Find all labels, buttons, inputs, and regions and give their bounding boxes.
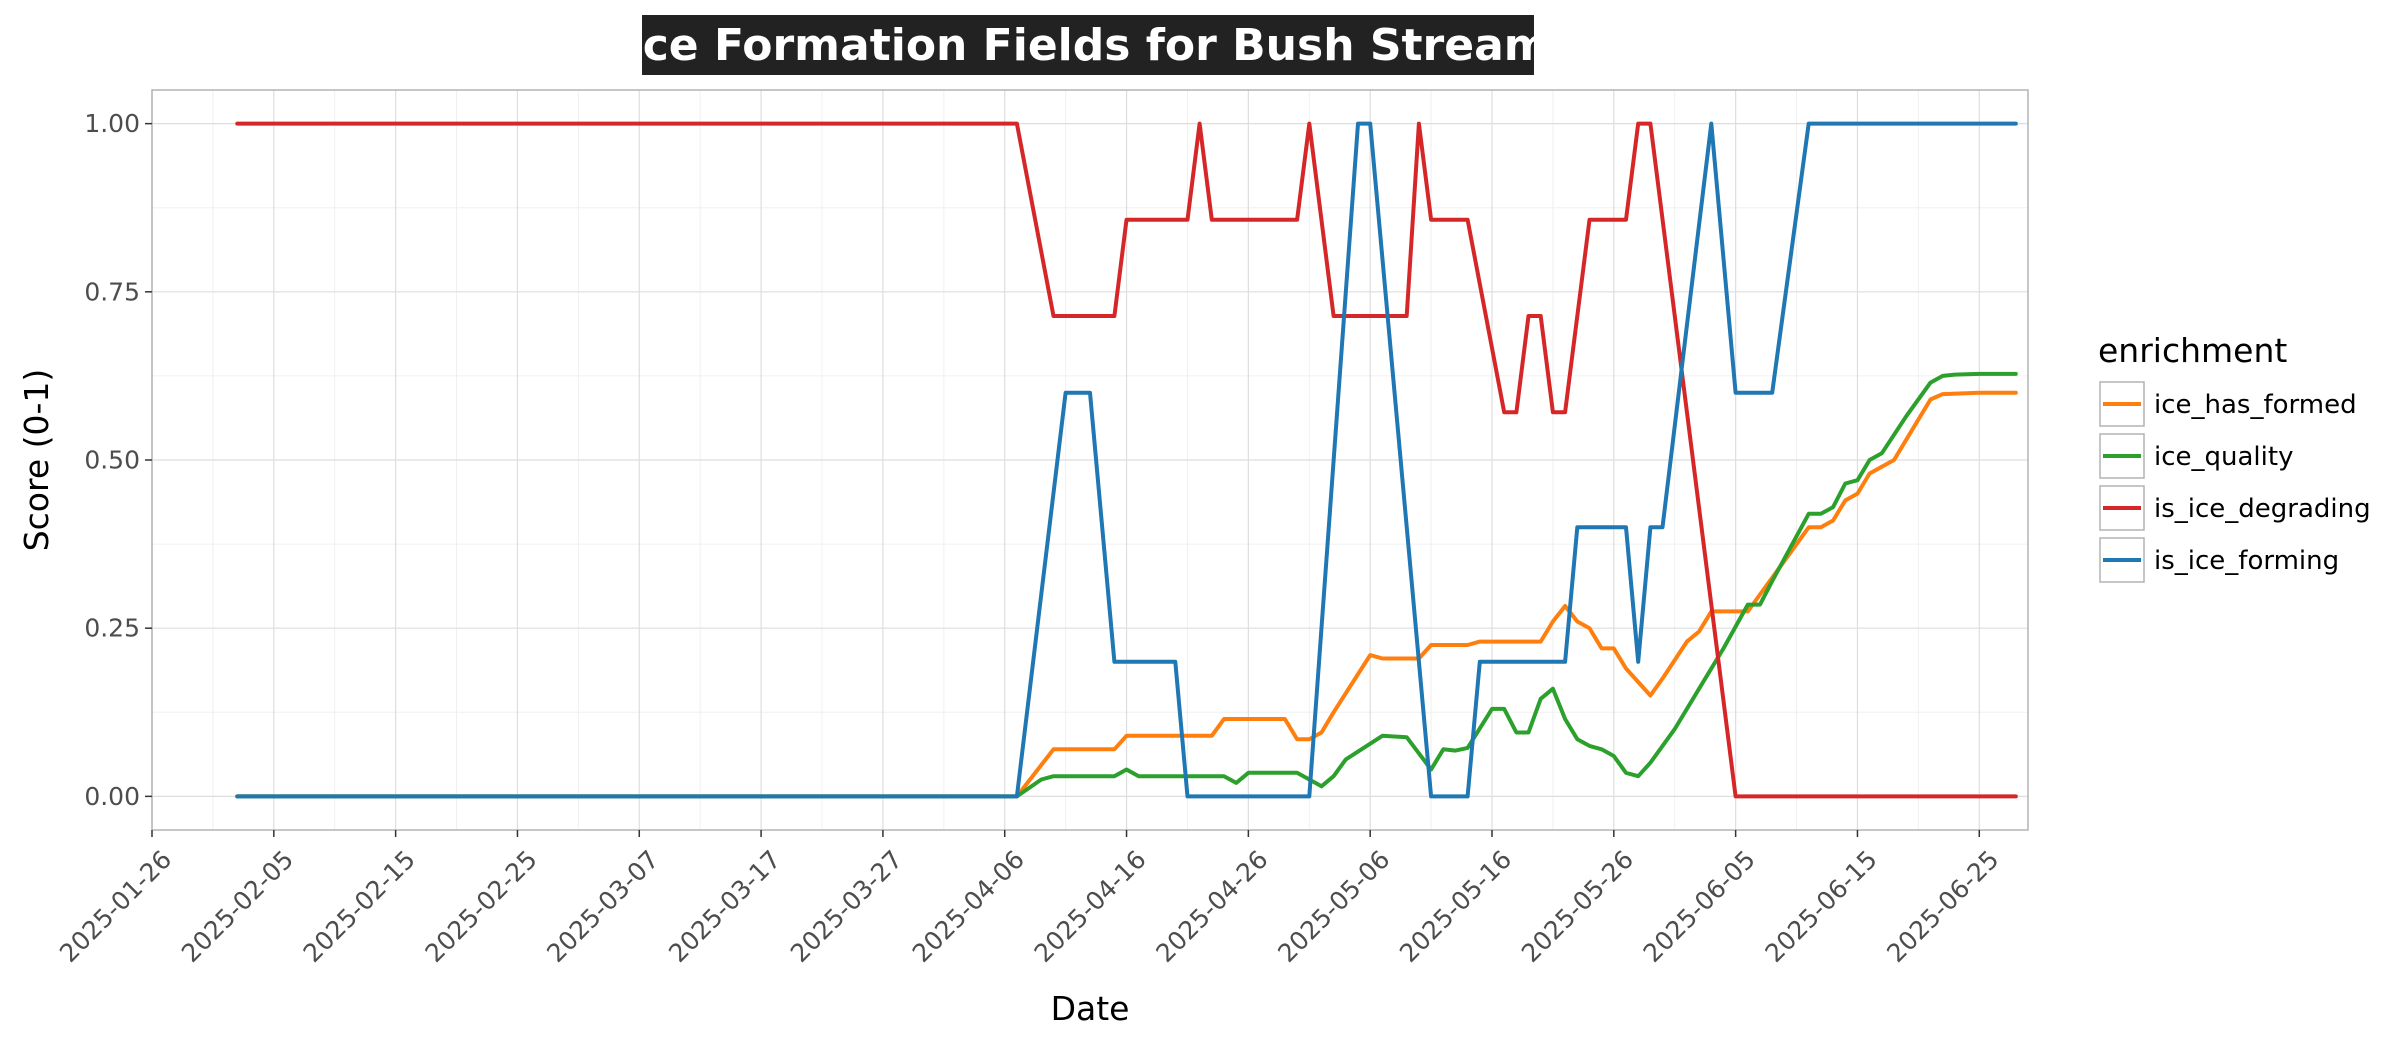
x-tick-label: 2025-03-07 — [541, 845, 664, 968]
x-tick-label: 2025-02-05 — [176, 845, 299, 968]
x-tick-label: 2025-06-25 — [1881, 845, 2004, 968]
series-line-ice-has-formed — [235, 390, 2018, 799]
x-tick-label: 2025-05-16 — [1394, 845, 1517, 968]
legend-title: enrichment — [2098, 331, 2287, 370]
chart-title-background — [642, 15, 1534, 75]
x-tick-label: 2025-05-26 — [1516, 845, 1639, 968]
legend-label: ice_has_formed — [2154, 390, 2357, 420]
x-tick-label: 2025-06-15 — [1759, 845, 1882, 968]
x-tick-label: 2025-02-15 — [298, 845, 421, 968]
y-tick-label: 0.00 — [84, 782, 140, 811]
y-tick-label: 0.25 — [84, 614, 140, 643]
x-tick-label: 2025-05-06 — [1272, 845, 1395, 968]
x-tick-label: 2025-04-06 — [907, 845, 1030, 968]
series-lines — [235, 121, 2018, 799]
x-tick-label: 2025-03-17 — [663, 845, 786, 968]
chart-title: Ice Formation Fields for Bush Stream — [626, 20, 1549, 71]
legend-label: is_ice_degrading — [2154, 494, 2371, 524]
x-tick-label: 2025-04-16 — [1029, 845, 1152, 968]
series-line-is-ice-degrading — [235, 121, 2018, 799]
series-line-is-ice-forming — [235, 121, 2018, 799]
x-tick-label: 2025-02-25 — [419, 845, 542, 968]
x-tick-label: 2025-01-26 — [54, 845, 177, 968]
x-tick-label: 2025-06-05 — [1638, 845, 1761, 968]
x-tick-label: 2025-03-27 — [785, 845, 908, 968]
y-axis: 0.00 0.25 0.50 0.75 1.00 — [84, 109, 152, 811]
x-axis-title: Date — [1051, 989, 1130, 1028]
legend-label: is_ice_forming — [2154, 546, 2339, 576]
chart-title-group: Ice Formation Fields for Bush Stream — [626, 15, 1550, 75]
legend-label: ice_quality — [2154, 442, 2293, 472]
x-axis: 2025-01-262025-02-052025-02-152025-02-25… — [54, 830, 2005, 968]
y-axis-title: Score (0-1) — [17, 369, 56, 552]
y-tick-label: 0.75 — [84, 277, 140, 306]
series-line-ice-quality — [235, 371, 2018, 799]
y-tick-label: 0.50 — [84, 446, 140, 475]
x-tick-label: 2025-04-26 — [1150, 845, 1273, 968]
y-tick-label: 1.00 — [84, 109, 140, 138]
legend: enrichment ice_has_formed ice_quality is_i… — [2098, 331, 2371, 583]
